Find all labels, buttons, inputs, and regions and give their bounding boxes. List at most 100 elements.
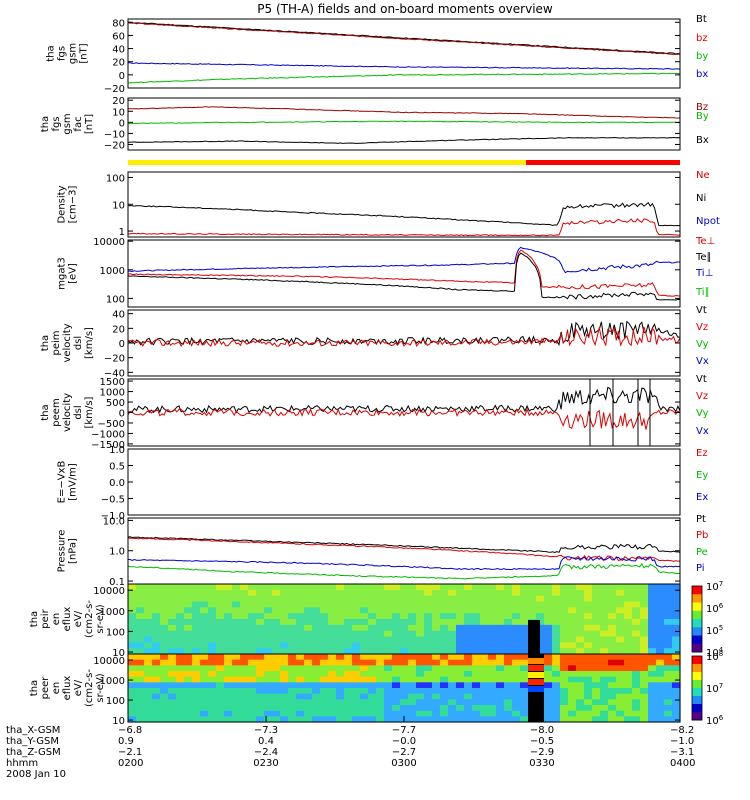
legend-entry: Vz [696,391,708,402]
y-axis-label-line: peer [40,676,51,700]
y-axis-label-line: fgs [57,46,68,61]
y-axis-label-line: [nT] [84,114,95,134]
panel-efield: Ez Ey Ex −1.0 −0.5 0.0 0.5 1.0 E=−VxB [mV/m] [57,445,709,522]
legend-entry: Ti∥ [695,287,710,298]
series-line-Pb [127,537,680,562]
y-tick-label: 100 [106,294,125,305]
y-axis-label-fgs_gsm: tha fgs gsm [nT] [46,43,90,64]
y-axis-label-line: tha [29,611,40,627]
y-axis-label-line: eV/ [73,610,84,627]
legend-entry: Vx [696,426,709,437]
z-gsm-value: −2.4 [254,747,278,758]
series-line-by [128,62,681,70]
legend-entry: Ez [696,448,708,459]
y-axis-label-pressure: Pressure [nPa] [57,530,79,573]
y-tick-label: 10000 [93,237,125,248]
y-axis-label-peer_eflux: tha peer en eflux eV/(cm2-s-sr-eV) [29,669,106,707]
x-gsm-value: −8.0 [530,725,554,736]
series-line-Vz [127,326,681,348]
y-axis-label-line: mgat3 [57,257,68,290]
legend-entry: Ni [696,193,706,204]
panel-frame [127,517,681,585]
y-axis-label-density: Density [cm−3] [57,185,79,223]
panel-peim_velocity: Vt Vz Vy Vx −40 −20 0 20 40 tha peim velocity dsl [km… [40,305,709,379]
legend-entry: Ne [696,170,710,181]
y-axis-label-line: [mV/m] [68,463,79,501]
spectrogram-peer_eflux [128,654,681,723]
legend-entry: Vt [696,374,707,385]
y-tick-label: 10000 [93,586,125,597]
footer-row-label: hhmm [6,758,38,769]
y-tick-label: 0.1 [109,577,125,588]
colorbar-peer_eflux: 106 107 108 [691,650,724,727]
y-ticks-pressure: 0.1 1.0 10.0 [103,516,680,588]
legend-entry: Te⊥ [695,236,715,247]
y-axis-label-line: peim [51,330,62,355]
y-tick-label: 100 [106,696,125,707]
y-axis-label-line: peem [51,398,62,426]
time-axis-footer: −6.80.9−2.10200−7.30.4−2.40230−7.7−0.0−2… [6,716,695,780]
y-tick-label: −500 [98,419,125,430]
y-axis-label-line: [km/s] [84,396,95,428]
y-axis-label-line: tha [40,404,51,420]
y-axis-label-fgs_gse_fac: tha fgs gsm fac [nT] [40,113,95,134]
legend-entry: Pi [696,563,705,574]
y-axis-label-line: [nPa] [68,538,79,564]
y-axis-label-peem_velocity: tha peem velocity dsl [km/s] [40,393,95,432]
y-ticks-temperature: 100 1000 10000 [93,237,680,305]
y-axis-label-line: dsl [73,336,84,350]
y-axis-label-line: eV/ [73,679,84,696]
y-tick-label: −1.0 [101,511,125,522]
series-line-Te⊥ [127,249,681,297]
y-gsm-value: 0.9 [118,736,134,747]
y-tick-label: 20 [112,324,125,335]
legend-entry: Vz [696,322,708,333]
panel-fgs_gsm: Bt bz by bx −20 0 20 40 60 80 tha fgs gsm [nT] [46,14,709,95]
legend-efield: Ez Ey Ex [696,448,708,503]
y-ticks-peir_eflux: 10 100 1000 10000 [93,586,680,659]
series-line-By [127,120,681,125]
y-axis-label-line: Pressure [57,530,68,573]
y-axis-label-line: tha [46,45,57,61]
legend-entry: bx [696,69,708,80]
y-axis-label-line: en [51,613,62,626]
panel-pressure: Pt Pb Pe Pi 0.1 1.0 10.0 Pressure [nPa] [57,514,709,588]
data-gap-block [528,620,540,654]
y-tick-label: −20 [104,84,125,95]
colorbar-tick-label: 107 [706,580,723,593]
y-axis-label-peir_eflux: tha peir en eflux eV/(cm2-s-sr-eV) [29,600,106,638]
y-axis-label-line: dsl [73,405,84,419]
y-axis-label-line: [cm−3] [68,186,79,224]
legend-entry: Vy [696,339,709,350]
series-line-Bz [128,106,681,119]
x-gsm-value: −6.8 [118,725,142,736]
legend-entry: Pb [696,530,708,541]
y-tick-label: −0.5 [101,495,125,506]
y-axis-label-line: tha [29,680,40,696]
z-gsm-value: −2.9 [530,747,554,758]
legend-entry: Vt [696,305,707,316]
y-axis-label-temperature: mgat3 [eV] [57,257,79,290]
y-tick-label: 0.0 [109,478,125,489]
y-axis-label-line: tha [40,335,51,351]
panel-frame [127,18,681,89]
y-tick-label: 10.0 [103,516,125,527]
mode-bar-fast [526,160,680,165]
y-tick-label: 1000 [100,676,125,687]
y-tick-label: 1000 [100,607,125,618]
legend-entry: by [696,51,708,62]
x-gsm-value: −8.2 [670,725,694,736]
time-tick-label: 0300 [391,758,416,769]
footer-row-label: tha_X-GSM [6,725,60,736]
legend-density: Ne Ni Npot [696,170,720,227]
series-line-Te∥ [127,252,681,301]
y-tick-label: 10000 [93,656,125,667]
legend-entry: By [696,111,709,122]
y-axis-label-line: gsm [68,43,79,64]
legend-peim_velocity: Vt Vz Vy Vx [696,305,709,367]
legend-entry: Ex [696,492,708,503]
legend-entry: bz [696,33,708,44]
y-tick-label: 1000 [100,266,125,277]
